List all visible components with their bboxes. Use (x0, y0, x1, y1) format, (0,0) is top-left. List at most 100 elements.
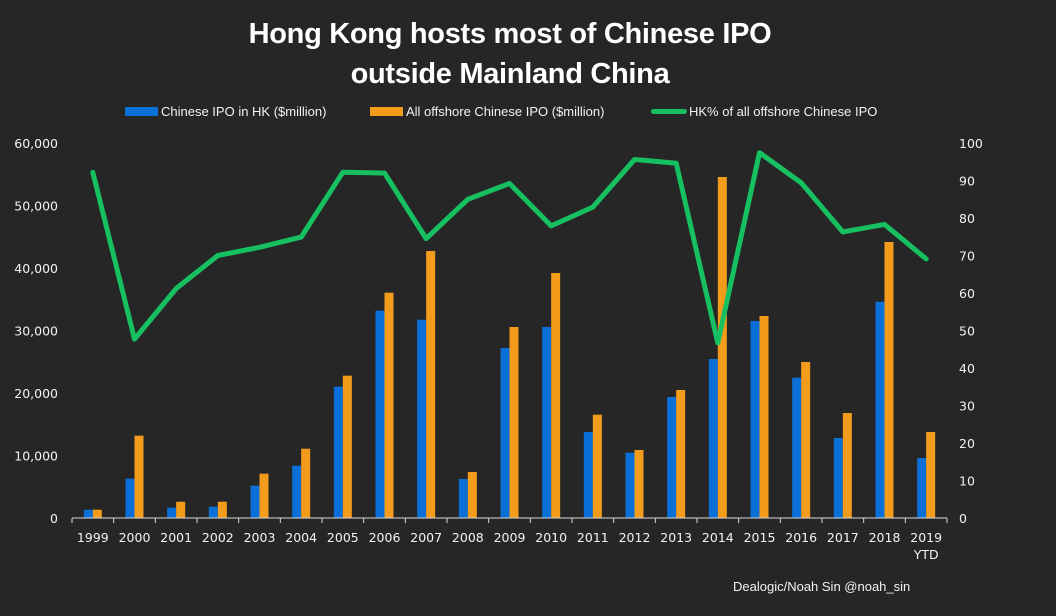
x-axis-tick-label: 2019 (910, 530, 942, 545)
x-axis-tick-label: 2010 (535, 530, 567, 545)
bar-hk-ipo (625, 452, 635, 518)
chart-legend: Chinese IPO in HK ($million) All offshor… (0, 102, 1056, 120)
legend-label-hk-ipo: Chinese IPO in HK ($million) (161, 103, 327, 119)
right-axis-tick-label: 70 (959, 249, 975, 264)
left-y-axis: 0 10,000 20,000 30,000 40,000 50,000 60,000 (14, 136, 58, 526)
bar-hk-ipo (792, 377, 802, 518)
bar-offshore-ipo (92, 509, 102, 518)
right-axis-tick-label: 0 (959, 511, 967, 526)
right-axis-tick-label: 30 (959, 399, 975, 414)
right-axis-tick-label: 10 (959, 474, 975, 489)
bar-offshore-ipo (717, 177, 727, 518)
bar-hk-ipo (583, 432, 593, 518)
x-axis-tick-label: 2018 (869, 530, 901, 545)
x-axis-tick-label: 2001 (160, 530, 192, 545)
right-axis-tick-label: 50 (959, 324, 975, 339)
bar-offshore-ipo (926, 432, 936, 518)
x-axis-tick-label: 2006 (369, 530, 401, 545)
bar-hk-ipo (708, 359, 718, 518)
legend-swatch-hk-ipo (125, 106, 158, 116)
left-axis-tick-label: 60,000 (14, 136, 58, 151)
bar-offshore-ipo (301, 448, 311, 518)
bar-offshore-ipo (801, 362, 811, 518)
chart-title: Hong Kong hosts most of Chinese IPO outs… (0, 14, 1020, 94)
x-axis-tick-label: 2002 (202, 530, 234, 545)
bar-hk-ipo (125, 478, 135, 518)
bar-hk-ipo (542, 327, 552, 518)
x-axis-tick-label: 2009 (494, 530, 526, 545)
x-axis-tick-label: 2008 (452, 530, 484, 545)
bar-offshore-ipo (467, 472, 477, 518)
bar-hk-ipo (333, 386, 343, 518)
line-series (90, 150, 929, 346)
legend-item-hk-pct: HK% of all offshore Chinese IPO (651, 102, 877, 120)
bar-offshore-ipo (509, 327, 519, 518)
right-axis-tick-label: 100 (959, 136, 983, 151)
bar-hk-ipo (167, 507, 177, 518)
bar-hk-ipo (750, 321, 760, 518)
right-axis-tick-label: 40 (959, 361, 975, 376)
x-axis-tick-label: 2014 (702, 530, 734, 545)
bar-hk-ipo (292, 465, 302, 518)
hk-pct-line (90, 150, 929, 346)
bar-offshore-ipo (634, 450, 644, 518)
bar-hk-ipo (375, 310, 385, 518)
legend-label-offshore-ipo: All offshore Chinese IPO ($million) (406, 103, 605, 119)
bar-hk-ipo (667, 397, 677, 518)
x-axis-tick-label: 2013 (660, 530, 692, 545)
bar-offshore-ipo (842, 413, 852, 518)
x-axis-tick-label: 2004 (285, 530, 317, 545)
left-axis-tick-label: 40,000 (14, 261, 58, 276)
bar-offshore-ipo (342, 375, 352, 518)
bar-hk-ipo (250, 485, 260, 518)
chart-title-line-2: outside Mainland China (350, 58, 670, 90)
left-axis-tick-label: 20,000 (14, 386, 58, 401)
x-axis-tick-label: 2000 (119, 530, 151, 545)
right-axis-tick-label: 90 (959, 174, 975, 189)
legend-item-offshore-ipo: All offshore Chinese IPO ($million) (370, 102, 604, 120)
x-axis-tick-label: 2012 (619, 530, 651, 545)
legend-item-hk-ipo: Chinese IPO in HK ($million) (125, 102, 326, 120)
left-axis-tick-label: 10,000 (14, 449, 58, 464)
x-axis-tick-label: 2003 (244, 530, 276, 545)
left-axis-tick-label: 0 (50, 511, 58, 526)
bar-hk-ipo (875, 301, 885, 518)
legend-swatch-offshore-ipo (370, 106, 403, 116)
bar-offshore-ipo (384, 292, 394, 518)
bar-hk-ipo (917, 458, 927, 518)
bar-offshore-ipo (176, 501, 186, 518)
x-axis-tick-label: 2016 (785, 530, 817, 545)
x-axis-tick-label: YTD (913, 547, 939, 562)
x-axis-tick-label: 2015 (744, 530, 776, 545)
x-axis-tick-label: 2007 (410, 530, 442, 545)
right-y-axis: 0 10 20 30 40 50 60 70 80 90 100 (959, 136, 983, 526)
bar-offshore-ipo (134, 435, 144, 518)
bar-hk-ipo (833, 438, 843, 518)
bar-offshore-ipo (259, 473, 269, 518)
bar-offshore-ipo (426, 251, 436, 518)
right-axis-tick-label: 80 (959, 211, 975, 226)
left-axis-tick-label: 30,000 (14, 324, 58, 339)
chart-title-line-1: Hong Kong hosts most of Chinese IPO (248, 18, 772, 50)
x-axis-tick-label: 2017 (827, 530, 859, 545)
legend-swatch-hk-pct (651, 108, 687, 114)
bar-offshore-ipo (592, 414, 602, 518)
x-axis-tick-label: 2011 (577, 530, 609, 545)
bar-series (83, 177, 936, 518)
bar-offshore-ipo (884, 242, 894, 518)
x-axis-tick-label: 1999 (77, 530, 109, 545)
bar-offshore-ipo (759, 316, 769, 518)
legend-label-hk-pct: HK% of all offshore Chinese IPO (689, 103, 878, 119)
right-axis-tick-label: 20 (959, 436, 975, 451)
bar-hk-ipo (458, 479, 468, 518)
bar-hk-ipo (83, 509, 93, 518)
bar-offshore-ipo (676, 390, 686, 518)
left-axis-tick-label: 50,000 (14, 199, 58, 214)
bar-offshore-ipo (217, 501, 227, 518)
x-axis: 1999 2000 2001 2002 2003 2004 2005 2006 2007 2008… (71, 517, 948, 562)
x-axis-tick-label: 2005 (327, 530, 359, 545)
bar-hk-ipo (208, 506, 218, 518)
bar-offshore-ipo (551, 273, 561, 518)
source-credit: Dealogic/Noah Sin @noah_sin (733, 579, 911, 594)
